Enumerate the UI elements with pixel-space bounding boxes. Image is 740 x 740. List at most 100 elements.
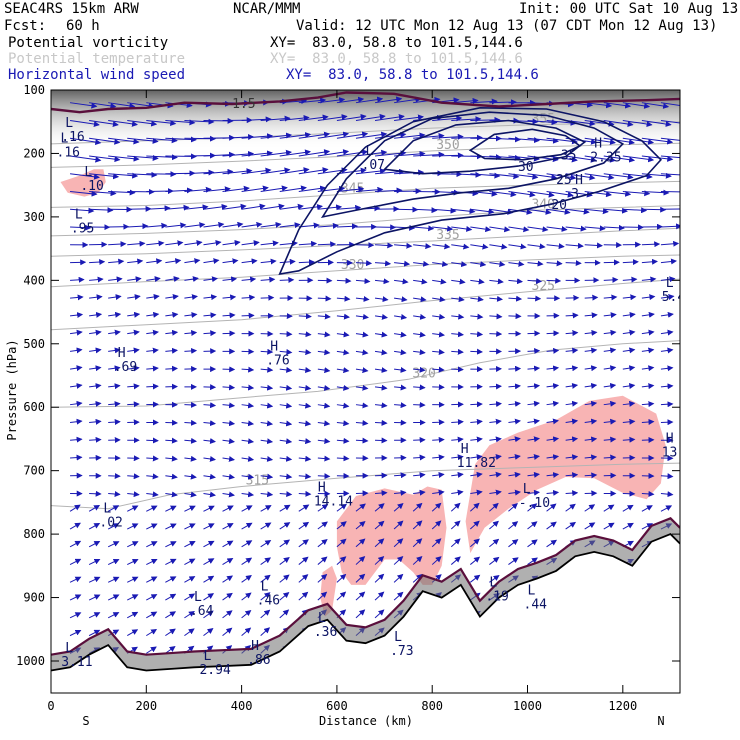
extremum-marker-5: H [594, 136, 602, 151]
wind-vector [584, 382, 598, 389]
wind-vector [355, 437, 369, 444]
wind-vector [470, 208, 495, 215]
wind-vector [298, 349, 312, 356]
wind-vector [336, 420, 350, 427]
wind-vector [165, 293, 179, 300]
wind-vector [508, 260, 525, 267]
wind-vector [565, 454, 579, 461]
wind-vector [584, 365, 598, 372]
wind-vector [165, 558, 177, 566]
wind-vector [355, 96, 384, 104]
wind-vector [641, 347, 655, 354]
wind-vector [336, 402, 350, 409]
wind-vector [470, 278, 485, 285]
wind-vector [432, 243, 451, 250]
wind-vector [336, 131, 369, 139]
wind-vector [203, 420, 216, 427]
wind-vector [89, 155, 121, 163]
wind-vector [317, 438, 331, 444]
wind-vector [565, 503, 576, 512]
wind-vector [108, 491, 121, 498]
wind-vector [375, 242, 394, 249]
wind-vector [146, 347, 159, 354]
wind-vector [393, 591, 404, 601]
wind-vector [508, 191, 536, 198]
wind-vector [108, 294, 122, 301]
wind-vector [489, 538, 500, 548]
wind-vector [260, 149, 292, 157]
x-tick-label: 600 [326, 699, 348, 713]
wind-vector [374, 349, 388, 356]
wind-vector [279, 491, 293, 498]
y-tick-label: 500 [23, 337, 45, 351]
extremum-marker-2: L [84, 165, 92, 180]
wind-vector [69, 119, 100, 128]
wind-vector [222, 402, 236, 409]
wind-vector [241, 294, 256, 301]
wind-vector [146, 240, 165, 247]
wind-vector [660, 505, 673, 512]
wind-vector [298, 539, 309, 548]
y-axis-title: Pressure (hPa) [5, 339, 19, 440]
wind-vector [146, 205, 171, 212]
wind-vector [641, 119, 672, 127]
wind-vector [260, 557, 272, 565]
wind-vector [641, 418, 655, 425]
wind-vector [146, 473, 159, 480]
wind-vector [470, 454, 483, 461]
wind-vector [107, 523, 120, 530]
wind-vector [165, 311, 179, 318]
wind-vector [184, 169, 215, 176]
wind-vector [451, 97, 479, 104]
wind-vector [222, 557, 234, 565]
wind-vector [355, 313, 369, 320]
wind-vector [565, 312, 579, 319]
wind-vector [336, 204, 362, 211]
wind-vector [336, 437, 350, 444]
wind-vector [336, 591, 347, 601]
wind-vector [527, 191, 555, 198]
wind-vector [546, 191, 574, 198]
wind-vector [489, 502, 499, 512]
wind-vector [546, 383, 560, 390]
wind-vector [260, 539, 272, 548]
wind-vector [241, 592, 252, 601]
wind-vector [394, 402, 407, 409]
wind-vector [127, 523, 139, 530]
wind-vector [222, 540, 234, 548]
fcst-value: 60 h [66, 18, 100, 34]
wind-vector [165, 491, 178, 498]
wind-vector [260, 574, 271, 583]
wind-vector [393, 538, 404, 548]
wind-vector [622, 400, 636, 407]
wind-vector [241, 491, 255, 498]
wind-vector [470, 313, 484, 320]
wind-vector [660, 311, 674, 318]
wind-vector [165, 455, 178, 462]
wind-vector [470, 116, 501, 123]
wind-vector [165, 505, 177, 512]
wind-vector [279, 522, 291, 530]
extremum-value-20: .73 [390, 644, 413, 659]
wind-vector [89, 347, 102, 354]
wind-vector [146, 311, 160, 318]
wind-vector [184, 347, 198, 354]
wind-vector [374, 131, 407, 139]
wind-vector [622, 259, 639, 266]
wind-vector [565, 365, 579, 372]
wind-vector [203, 473, 216, 480]
theta-contour-315 [51, 462, 680, 510]
wind-vector [279, 132, 312, 139]
wind-vector [413, 366, 426, 373]
wind-vector [546, 277, 562, 284]
wind-vector [127, 365, 140, 372]
wind-vector [203, 505, 215, 512]
wind-vector [203, 186, 231, 193]
wind-vector [374, 278, 390, 285]
wind-vector [584, 242, 603, 249]
x-tick-label: 1200 [608, 699, 637, 713]
wind-vector [107, 594, 120, 601]
wind-vector [298, 185, 327, 193]
wind-vector [451, 243, 470, 250]
extremum-value-19: .36 [314, 625, 337, 640]
